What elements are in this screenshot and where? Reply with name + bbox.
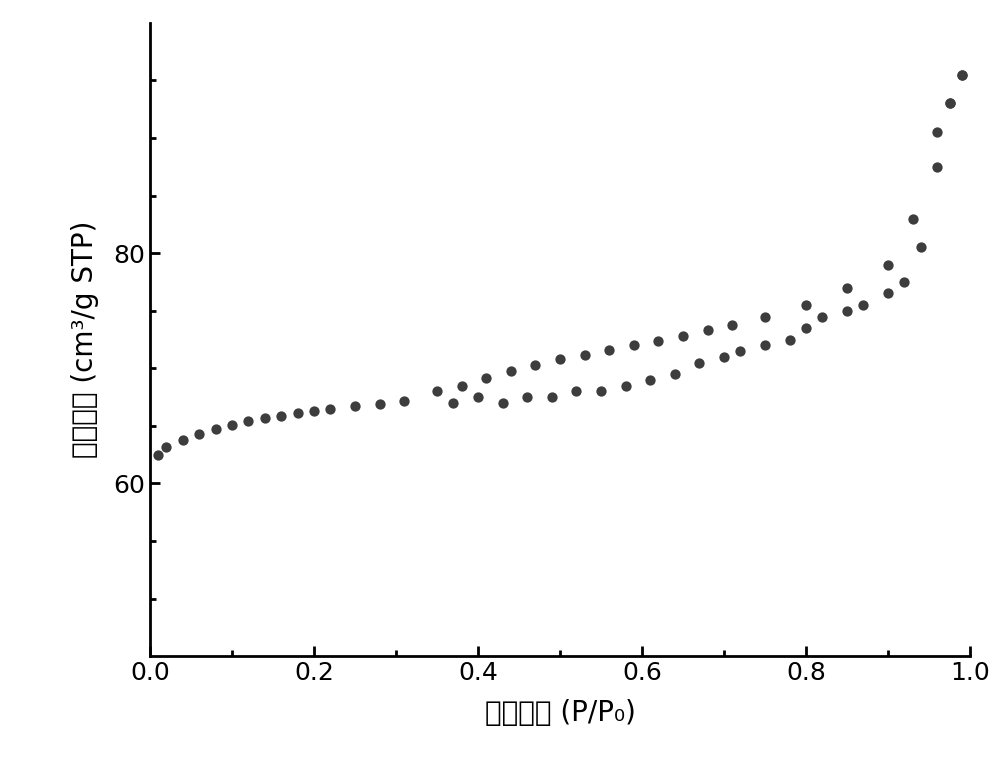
Point xyxy=(347,401,363,413)
Point xyxy=(757,311,773,323)
Point xyxy=(372,398,388,410)
Point xyxy=(544,391,560,403)
Point xyxy=(519,391,535,403)
Point xyxy=(429,385,445,398)
Point xyxy=(929,161,945,173)
Point xyxy=(552,353,568,365)
Point xyxy=(322,403,338,415)
Point xyxy=(942,98,958,110)
Point xyxy=(954,69,970,81)
Point xyxy=(814,311,830,323)
Point xyxy=(724,318,740,330)
Point xyxy=(273,410,289,422)
Point xyxy=(478,372,494,384)
Point xyxy=(577,349,593,361)
Point xyxy=(913,241,929,253)
Point xyxy=(839,304,855,317)
Point xyxy=(191,428,207,440)
Point xyxy=(503,365,519,377)
Point xyxy=(642,374,658,386)
Point xyxy=(798,322,814,334)
Point xyxy=(880,288,896,300)
Point xyxy=(675,330,691,342)
Point xyxy=(208,423,224,436)
Point xyxy=(691,356,707,369)
Point xyxy=(905,213,921,225)
Point xyxy=(667,368,683,380)
Point xyxy=(454,379,470,391)
Point xyxy=(175,433,191,446)
Point xyxy=(650,335,666,347)
Point xyxy=(626,340,642,352)
Point xyxy=(593,385,609,398)
Point xyxy=(896,276,912,288)
Point xyxy=(601,344,617,356)
Point xyxy=(527,359,543,371)
Point xyxy=(306,405,322,417)
Point xyxy=(798,299,814,311)
Point xyxy=(257,412,273,424)
Point xyxy=(240,415,256,427)
Point xyxy=(224,419,240,431)
Point xyxy=(839,282,855,294)
X-axis label: 相对压力 (P/P₀): 相对压力 (P/P₀) xyxy=(485,699,635,727)
Point xyxy=(396,394,412,407)
Point xyxy=(470,391,486,403)
Point xyxy=(700,324,716,336)
Point xyxy=(855,299,871,311)
Point xyxy=(568,385,584,398)
Point xyxy=(716,351,732,363)
Point xyxy=(954,69,970,81)
Point xyxy=(880,259,896,271)
Point xyxy=(290,407,306,420)
Point xyxy=(757,340,773,352)
Point xyxy=(150,449,166,461)
Point xyxy=(158,440,174,452)
Y-axis label: 吸附容积 (cm³/g STP): 吸附容积 (cm³/g STP) xyxy=(71,221,99,459)
Point xyxy=(445,397,461,409)
Point xyxy=(929,126,945,138)
Point xyxy=(942,98,958,110)
Point xyxy=(495,397,511,409)
Point xyxy=(732,345,748,357)
Point xyxy=(782,333,798,346)
Point xyxy=(618,379,634,391)
